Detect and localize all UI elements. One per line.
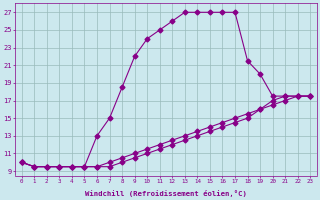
X-axis label: Windchill (Refroidissement éolien,°C): Windchill (Refroidissement éolien,°C) <box>85 190 247 197</box>
